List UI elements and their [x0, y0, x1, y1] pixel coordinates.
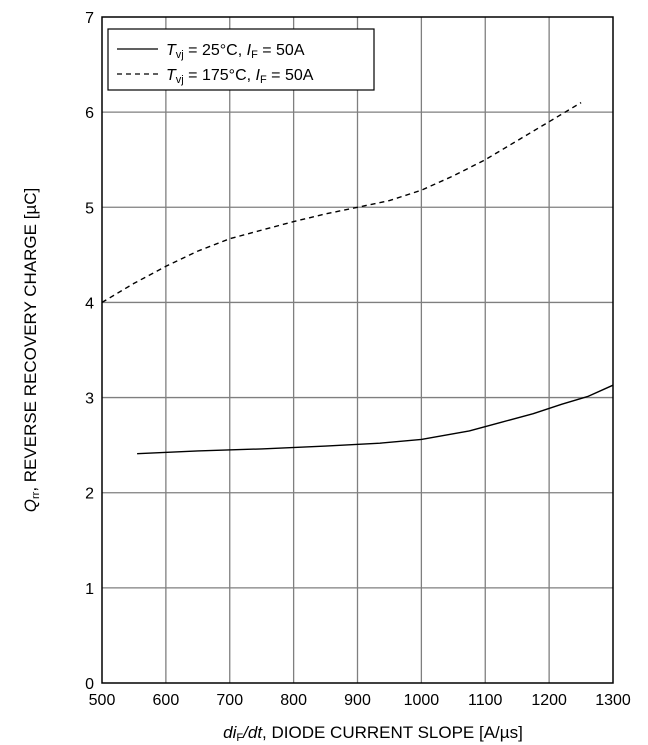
y-label-var: Q [21, 499, 40, 512]
legend-1-end: = 50A [258, 42, 305, 59]
y-tick-label: 4 [85, 295, 94, 312]
legend-entry-1: Tvj = 25°C, IF = 50A [166, 42, 305, 61]
series-line-dashed [101, 101, 582, 304]
legend-1-t: T [166, 42, 177, 59]
x-label-var1: di [223, 723, 237, 742]
x-tick-label: 900 [344, 692, 371, 709]
plot-frame [101, 16, 614, 684]
y-tick-label: 0 [85, 676, 94, 693]
legend-2-mid: = 175°C, [184, 67, 256, 84]
legend-2-i-sub: F [260, 74, 267, 86]
legend-1-i: I [247, 42, 252, 59]
legend-2-t-sub: vj [176, 74, 184, 86]
y-tick-label: 6 [85, 105, 94, 122]
x-tick-label: 1000 [404, 692, 440, 709]
legend-2-t: T [166, 67, 177, 84]
legend-1-i-sub: F [251, 49, 258, 61]
x-tick-label: 700 [216, 692, 243, 709]
legend-box [107, 28, 375, 91]
legend-2-end: = 50A [267, 67, 314, 84]
legend-1-t-sub: vj [176, 49, 184, 61]
x-label-rest: , DIODE CURRENT SLOPE [A/µs] [262, 723, 523, 742]
series-line-solid [137, 384, 614, 455]
y-tick-label: 1 [85, 581, 94, 598]
legend-2-i: I [256, 67, 261, 84]
y-label-rest: , REVERSE RECOVERY CHARGE [µC] [21, 188, 40, 492]
legend: Tvj = 25°C, IF = 50A Tvj = 175°C, IF = 5… [107, 28, 375, 91]
y-label-var-sub: rr [30, 491, 42, 499]
x-tick-label: 1200 [531, 692, 567, 709]
x-tick-label: 1300 [595, 692, 631, 709]
x-tick-label: 500 [89, 692, 116, 709]
y-axis-label: Qrr, REVERSE RECOVERY CHARGE [µC] [21, 188, 42, 512]
x-axis-label: diF/dt, DIODE CURRENT SLOPE [A/µs] [223, 723, 523, 744]
legend-entry-2: Tvj = 175°C, IF = 50A [166, 67, 314, 86]
tick-labels: 500 600 700 800 900 1000 1100 1200 1300 0 1 2 3 4 5 6 7 [85, 10, 631, 709]
x-label-var1-sub: F [236, 732, 243, 744]
series-layer [101, 101, 614, 455]
x-tick-label: 800 [280, 692, 307, 709]
grid [102, 17, 613, 683]
x-tick-label: 1100 [468, 692, 503, 709]
y-tick-label: 7 [85, 10, 94, 27]
x-label-var2: /dt [242, 723, 263, 742]
y-tick-label: 3 [85, 391, 94, 408]
legend-1-mid: = 25°C, [184, 42, 247, 59]
x-tick-label: 600 [153, 692, 180, 709]
y-tick-label: 5 [85, 200, 94, 217]
y-tick-label: 2 [85, 486, 94, 503]
